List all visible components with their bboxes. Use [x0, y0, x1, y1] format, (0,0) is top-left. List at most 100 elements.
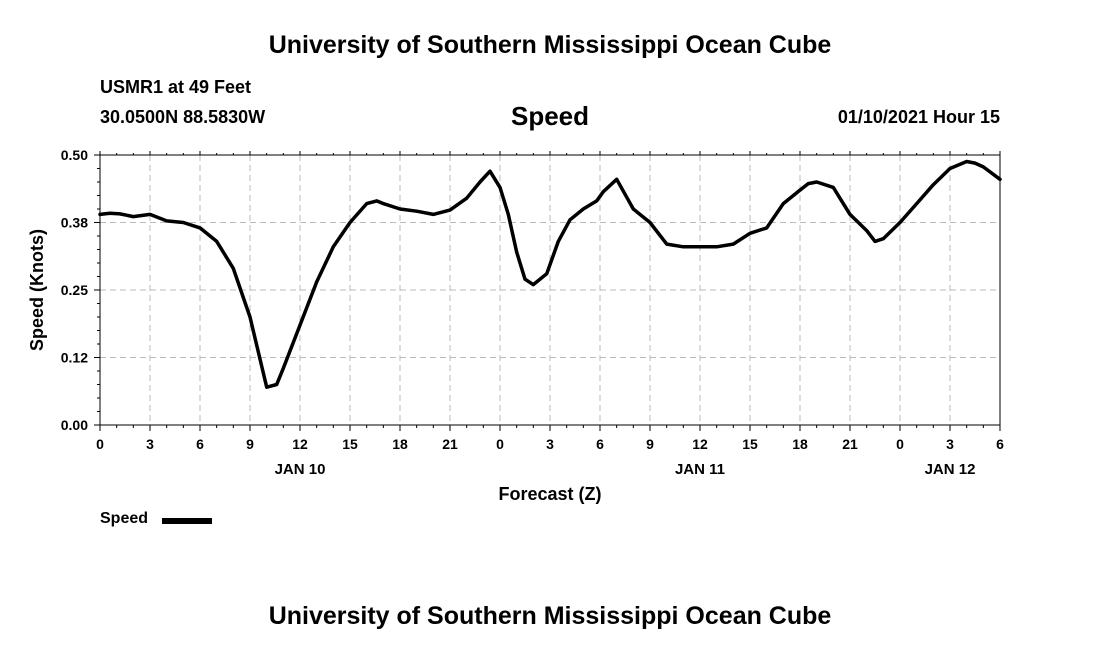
data-point: [581, 207, 585, 211]
station-label: USMR1 at 49 Feet: [100, 77, 252, 97]
x-tick-label: 3: [146, 436, 154, 452]
data-point: [281, 366, 285, 370]
data-point: [415, 209, 419, 213]
data-point: [881, 237, 885, 241]
data-point: [556, 239, 560, 243]
data-point: [948, 167, 952, 170]
data-point: [698, 245, 702, 249]
data-point: [665, 242, 669, 246]
footer-title: University of Southern Mississippi Ocean…: [268, 602, 832, 630]
data-point: [831, 185, 835, 189]
data-point: [465, 196, 469, 200]
data-point: [498, 185, 502, 189]
x-date-label: JAN 10: [275, 461, 326, 478]
data-point: [265, 385, 269, 389]
x-tick-label: 21: [442, 436, 458, 452]
data-point: [601, 190, 605, 194]
data-point: [715, 245, 719, 249]
data-point: [118, 212, 122, 216]
data-point: [873, 239, 877, 243]
data-point: [798, 188, 802, 192]
x-tick-label: 9: [246, 436, 254, 452]
y-tick-label: 0.25: [61, 282, 88, 298]
x-date-label: JAN 12: [925, 461, 976, 478]
data-point: [198, 226, 202, 230]
coordinates-label: 30.0500N 88.5830W: [100, 107, 266, 127]
data-point: [806, 182, 810, 186]
data-point: [448, 208, 452, 212]
x-tick-label: 18: [392, 436, 408, 452]
data-point: [898, 221, 902, 224]
x-tick-label: 0: [896, 436, 904, 452]
data-point: [315, 280, 319, 284]
x-tick-label: 3: [946, 436, 954, 452]
data-point: [298, 323, 302, 327]
data-point: [165, 219, 169, 223]
x-tick-label: 0: [496, 436, 504, 452]
y-axis-label: Speed (Knots): [27, 229, 47, 351]
data-point: [348, 221, 352, 224]
data-point: [595, 199, 599, 203]
x-tick-label: 6: [996, 436, 1004, 452]
x-tick-label: 12: [692, 436, 708, 452]
data-point: [181, 221, 185, 224]
data-point: [731, 242, 735, 246]
data-point: [748, 231, 752, 235]
data-point: [781, 202, 785, 206]
data-point: [915, 202, 919, 206]
chart-title: Speed: [510, 101, 590, 131]
legend-label: Speed: [100, 510, 149, 527]
data-point: [488, 169, 492, 173]
data-point: [98, 212, 102, 216]
x-tick-label: 6: [196, 436, 204, 452]
x-tick-label: 15: [342, 436, 358, 452]
data-point: [215, 239, 219, 243]
x-date-label: JAN 11: [675, 461, 725, 478]
x-tick-label: 12: [292, 436, 308, 452]
data-point: [981, 165, 985, 169]
y-tick-label: 0.50: [61, 147, 88, 163]
series-line-speed: [98, 159, 1002, 389]
x-tick-label: 6: [596, 436, 604, 452]
x-tick-label: 3: [546, 436, 554, 452]
data-point: [398, 207, 402, 211]
timestamp-label: 01/10/2021 Hour 15: [837, 107, 1000, 127]
x-tick-label: 21: [842, 436, 858, 452]
data-point: [231, 266, 235, 270]
x-tick-label: 18: [792, 436, 808, 452]
data-point: [631, 207, 635, 211]
data-point: [131, 215, 135, 219]
data-point: [865, 229, 869, 233]
data-point: [523, 277, 527, 281]
legend-swatch: [162, 518, 212, 524]
data-point: [965, 160, 969, 163]
x-axis-label: Forecast (Z): [498, 484, 601, 504]
y-tick-label: 0.12: [61, 350, 88, 366]
data-point: [108, 211, 112, 215]
data-point: [506, 212, 510, 216]
data-point: [931, 183, 935, 187]
data-point: [848, 212, 852, 216]
data-point: [973, 161, 977, 165]
data-point: [998, 177, 1002, 181]
y-tick-label: 0.00: [61, 417, 88, 433]
data-point: [765, 226, 769, 230]
data-point: [615, 177, 619, 181]
data-point: [365, 202, 369, 206]
data-point: [275, 383, 279, 386]
x-tick-label: 9: [646, 436, 654, 452]
data-point: [531, 283, 535, 287]
data-point: [331, 245, 335, 249]
data-point: [681, 245, 685, 249]
data-point: [248, 315, 252, 319]
data-point: [375, 199, 379, 203]
data-point: [431, 212, 435, 216]
page-title: University of Southern Mississippi Ocean…: [268, 31, 832, 59]
x-tick-label: 15: [742, 436, 758, 452]
data-point: [545, 272, 549, 276]
data-point: [148, 212, 152, 216]
data-point: [648, 221, 652, 224]
data-point: [478, 180, 482, 184]
